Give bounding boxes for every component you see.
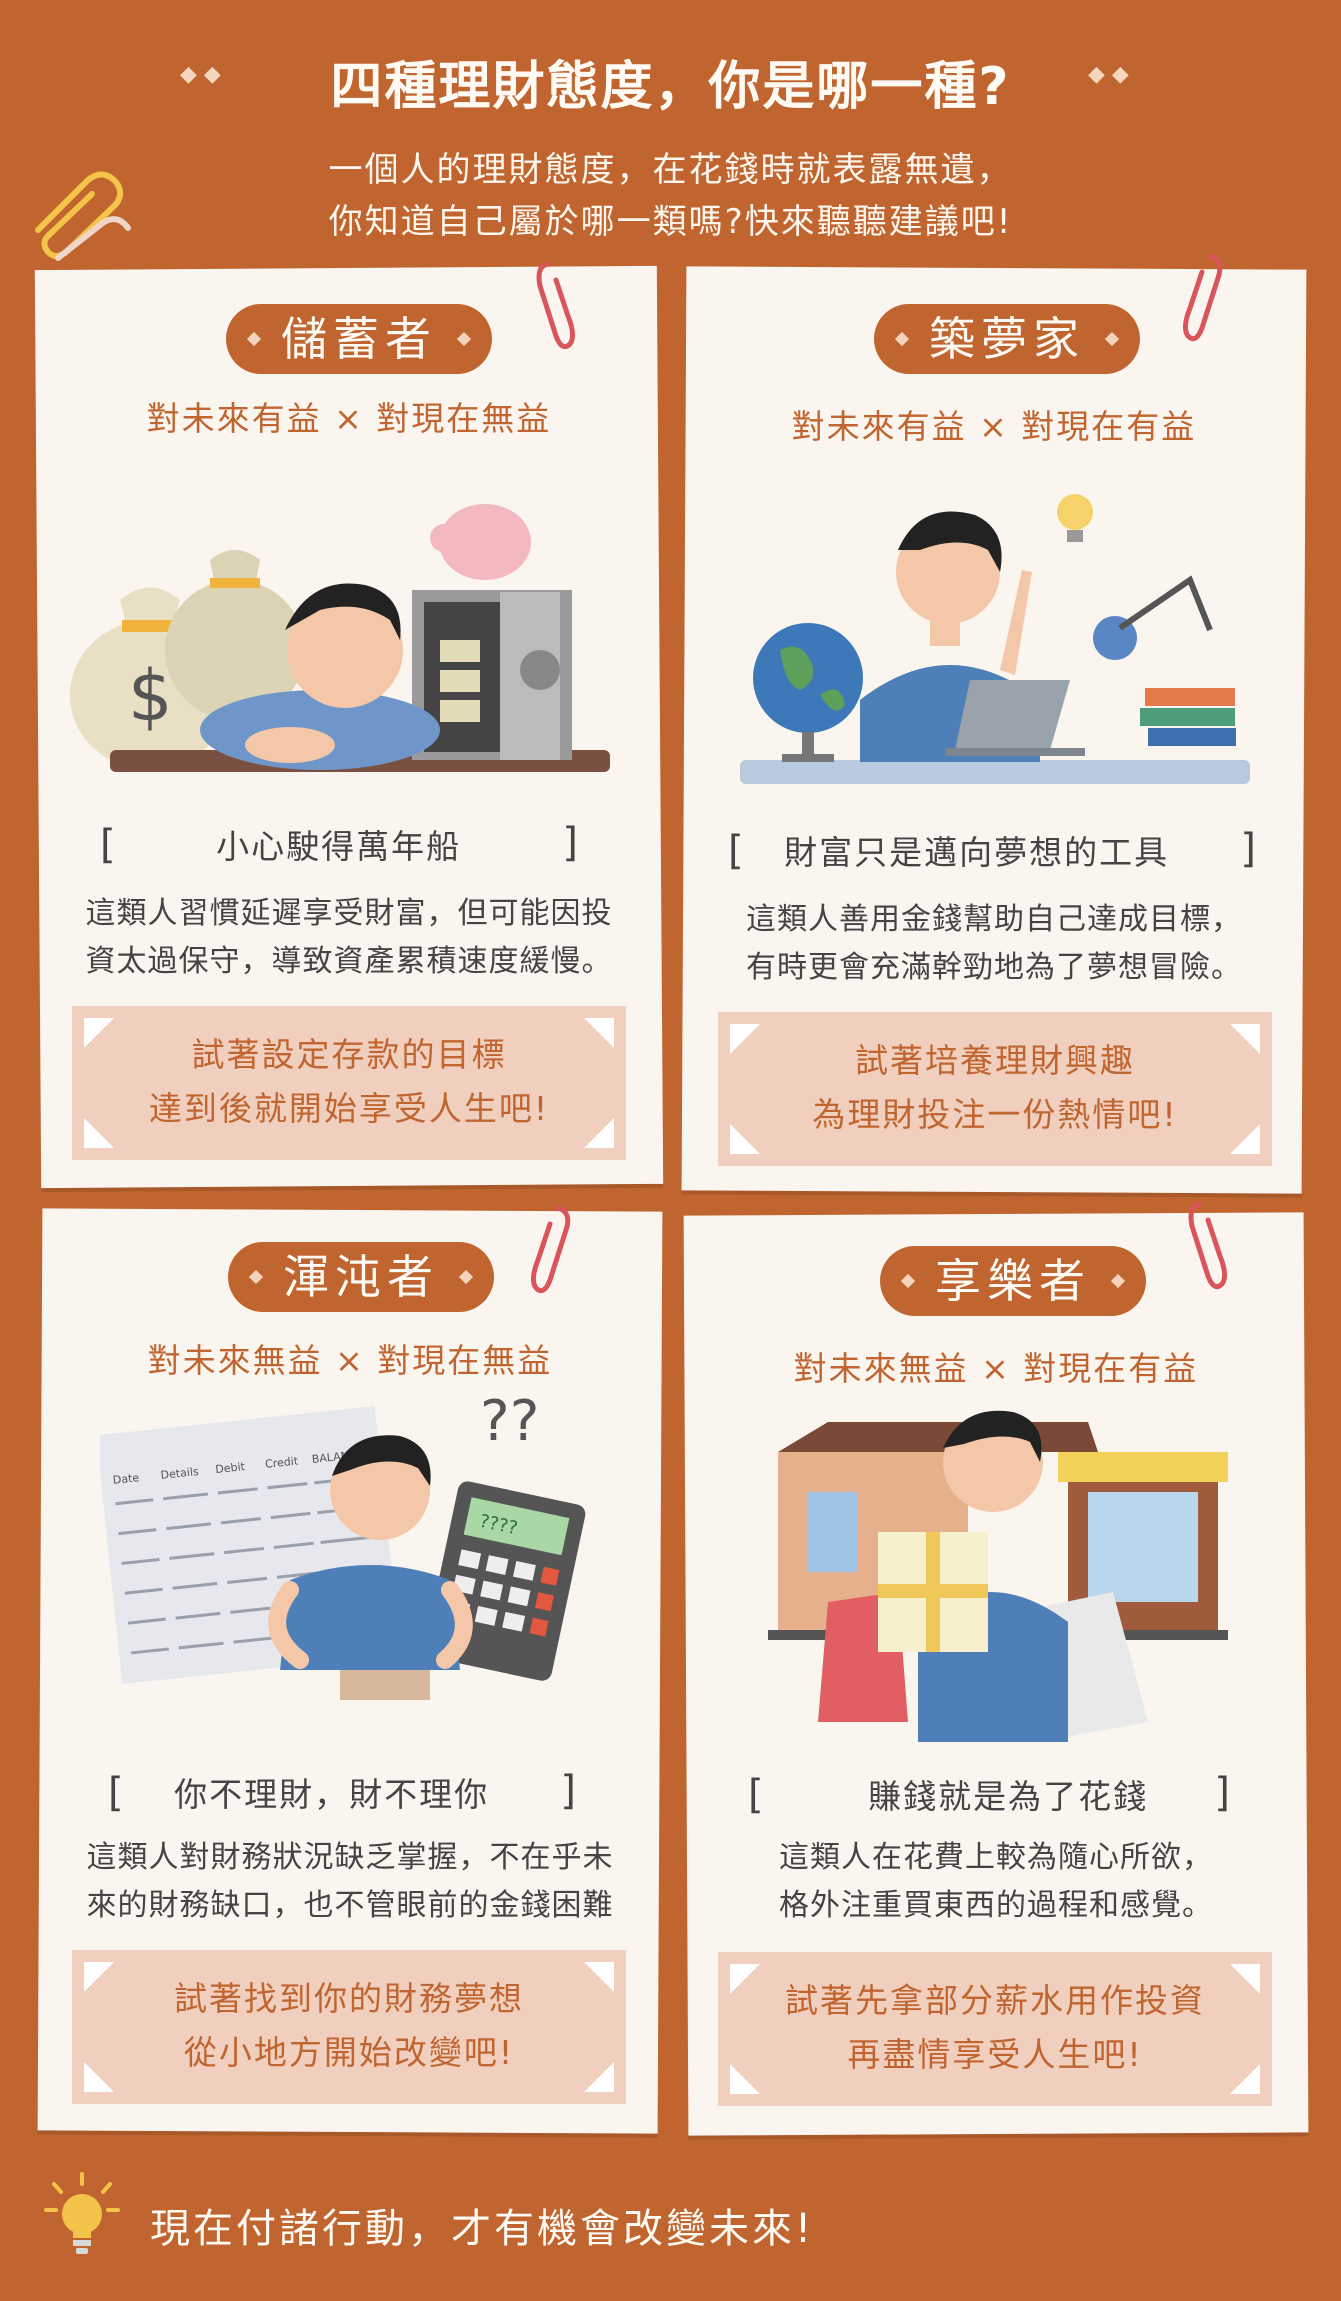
card-dreamer-tip-line-2: 為理財投注一份熱情吧! (812, 1095, 1178, 1134)
card-saver-tip-line-1: 試著設定存款的目標 (191, 1035, 507, 1074)
card-hedonist-desc-1: 這類人在花費上較為隨心所欲， (779, 1840, 1213, 1875)
title-left-diamonds: ◆ ◆ (180, 62, 221, 87)
card-saver-desc-2: 資太過保守，導致資產累積速度緩慢。 (85, 944, 613, 979)
card-saver-title: 儲蓄者 (226, 304, 492, 374)
card-saver-desc-1: 這類人習慣延遲享受財富，但可能因投 (85, 896, 613, 931)
paperclip-gold-icon (35, 171, 131, 261)
card-dreamer-tip-line-1: 試著培養理財興趣 (855, 1041, 1135, 1080)
title-right-diamonds: ◆ ◆ (1088, 62, 1129, 87)
hedonist-illustration (768, 1410, 1228, 1742)
card-saver-tip: 試著設定存款的目標 達到後就開始享受人生吧! (72, 1006, 626, 1160)
card-saver-tip-line-2: 達到後就開始享受人生吧! (148, 1089, 550, 1128)
subtitle-line-1: 一個人的理財態度，在花錢時就表露無遺， (328, 150, 1013, 190)
card-chaotic-motto: [ 你不理財，財不理你 ] (108, 1768, 578, 1816)
card-dreamer-title: 築夢家 (874, 304, 1140, 374)
subtitle-line-2: 你知道自己屬於哪一類嗎?快來聽聽建議吧! (328, 202, 1013, 242)
paperclip-icon (530, 1205, 571, 1294)
card-saver-tag: 對未來有益 × 對現在無益 (146, 399, 552, 438)
card-saver-motto: [ 小心駛得萬年船 ] (100, 820, 580, 868)
card-chaotic-tip-line-2: 從小地方開始改變吧! (183, 2033, 515, 2072)
paperclip-icon (1182, 253, 1223, 342)
card-dreamer-tag: 對未來有益 × 對現在有益 (791, 407, 1197, 446)
question-marks: ?? (480, 1389, 539, 1454)
chaotic-illustration: Date Details Debit Credit BALANCE ???? ?… (100, 1389, 586, 1700)
card-hedonist-desc-2: 格外注重買東西的過程和感覺。 (779, 1888, 1213, 1923)
saver-illustration: $ (70, 504, 610, 772)
card-chaotic-title: 渾沌者 (228, 1242, 494, 1312)
card-chaotic-tag: 對未來無益 × 對現在無益 (147, 1341, 553, 1380)
card-hedonist-tag: 對未來無益 × 對現在有益 (793, 1349, 1199, 1388)
ledger-header-debit: Debit (215, 1460, 246, 1476)
ledger-header-details: Details (160, 1465, 200, 1482)
dreamer-illustration (740, 494, 1250, 784)
card-dreamer-desc-1: 這類人善用金錢幫助自己達成目標， (746, 902, 1242, 937)
card-dreamer-desc-2: 有時更會充滿幹勁地為了夢想冒險。 (746, 950, 1242, 985)
card-hedonist-motto: [ 賺錢就是為了花錢 ] (748, 1770, 1232, 1818)
card-hedonist-tip-line-2: 再盡情享受人生吧! (847, 2035, 1143, 2074)
ledger-header-credit: Credit (264, 1454, 299, 1470)
card-dreamer-motto: [ 財富只是邁向夢想的工具 ] (728, 826, 1258, 874)
ledger-header-date: Date (112, 1471, 140, 1487)
lightbulb-icon (44, 2172, 120, 2254)
card-chaotic-desc-2: 來的財務缺口，也不管眼前的金錢困難 (86, 1888, 614, 1923)
card-chaotic-tip: 試著找到你的財務夢想 從小地方開始改變吧! (72, 1950, 626, 2104)
card-chaotic-tip-line-1: 試著找到你的財務夢想 (174, 1979, 524, 2018)
card-dreamer-tip: 試著培養理財興趣 為理財投注一份熱情吧! (718, 1012, 1272, 1166)
page-title: 四種理財態度，你是哪一種? (330, 57, 1011, 117)
paperclip-icon (1188, 1201, 1228, 1290)
footer-call-to-action: 現在付諸行動，才有機會改變未來! (150, 2206, 815, 2252)
dollar-sign: $ (128, 655, 173, 737)
card-hedonist-tip: 試著先拿部分薪水用作投資 再盡情享受人生吧! (718, 1952, 1272, 2106)
card-chaotic-desc-1: 這類人對財務狀況缺乏掌握，不在乎未 (86, 1840, 614, 1875)
paperclip-icon (536, 261, 576, 350)
card-hedonist-tip-line-1: 試著先拿部分薪水用作投資 (785, 1981, 1205, 2020)
card-hedonist-title: 享樂者 (880, 1246, 1146, 1316)
